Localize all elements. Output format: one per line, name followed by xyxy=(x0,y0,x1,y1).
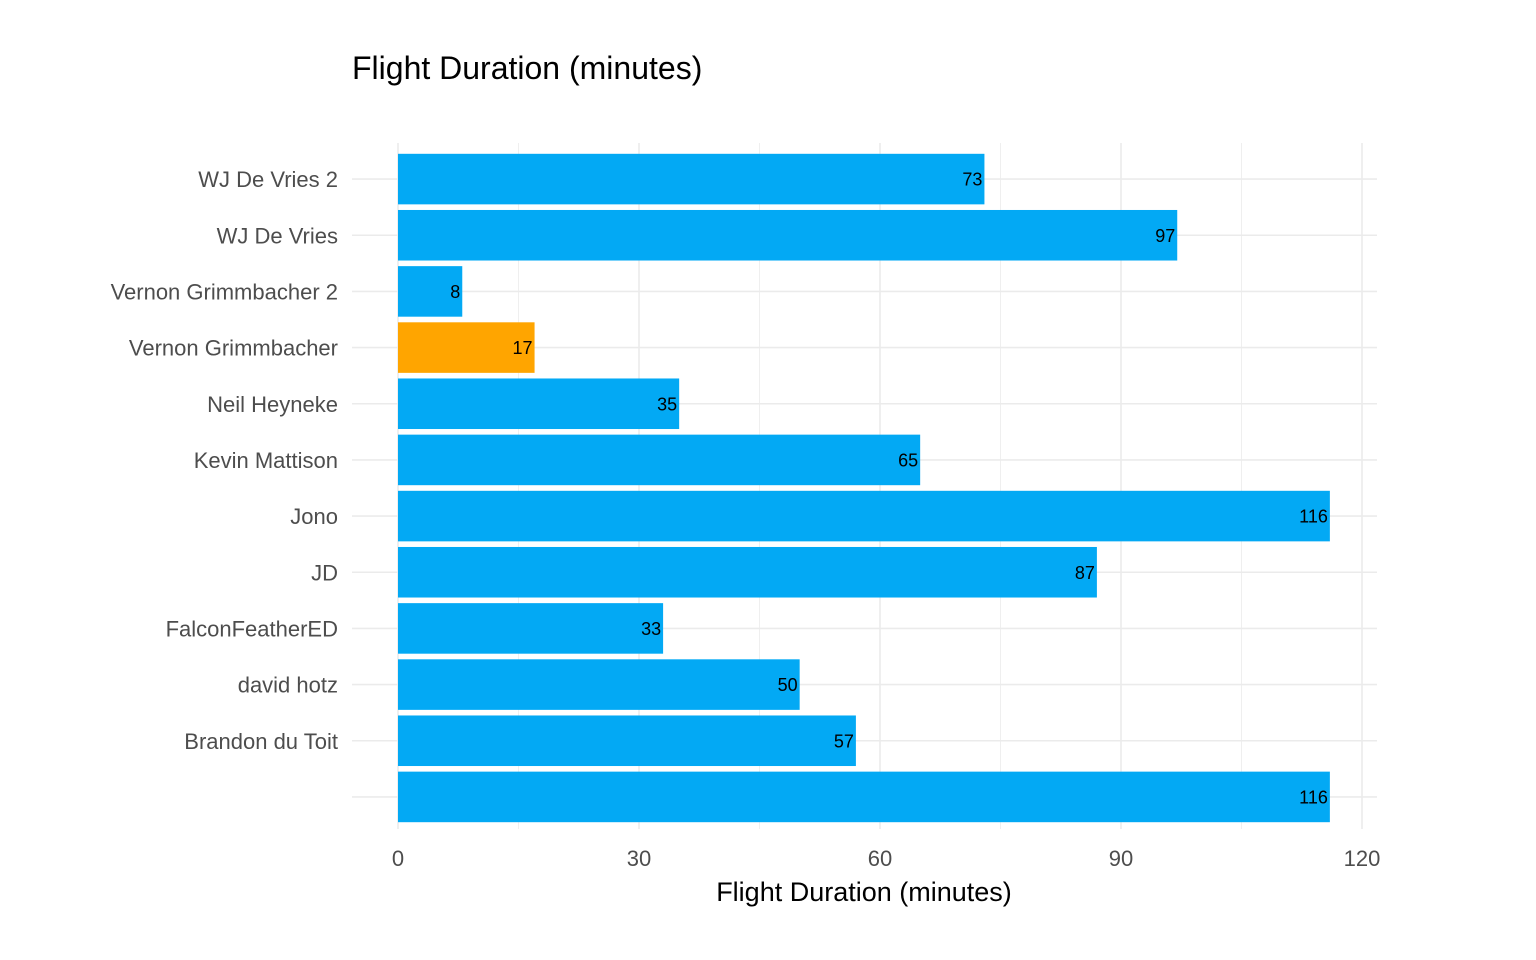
x-tick-labels: 0 30 60 90 120 xyxy=(392,846,1380,871)
bar xyxy=(398,378,680,430)
bar xyxy=(398,434,921,486)
bar-value-label: 87 xyxy=(1075,563,1095,583)
category-label: Jono xyxy=(290,504,338,529)
x-tick-label: 90 xyxy=(1109,846,1133,871)
bar-value-label: 73 xyxy=(962,170,982,190)
bar-value-label: 65 xyxy=(898,450,918,470)
bar xyxy=(398,209,1178,261)
bars xyxy=(398,153,1330,823)
bar xyxy=(398,659,800,710)
bar-value-label: 35 xyxy=(657,394,677,414)
category-label: WJ De Vries 2 xyxy=(198,167,338,192)
category-label: WJ De Vries xyxy=(217,223,338,248)
category-label: JD xyxy=(311,560,338,585)
bar-value-label: 116 xyxy=(1299,507,1328,527)
category-labels: WJ De Vries 2 WJ De Vries Vernon Grimmbach… xyxy=(111,167,338,754)
bar xyxy=(398,153,985,205)
x-tick-label: 0 xyxy=(392,846,404,871)
data-labels: 73 97 8 17 35 65 116 87 33 50 57 116 xyxy=(450,170,1328,808)
bar xyxy=(398,322,535,373)
category-label: Brandon du Toit xyxy=(184,729,338,754)
x-tick-label: 120 xyxy=(1344,846,1381,871)
x-tick-label: 60 xyxy=(868,846,892,871)
category-label: Vernon Grimmbacher 2 xyxy=(111,279,338,304)
bar xyxy=(398,715,856,767)
bar-value-label: 50 xyxy=(778,675,798,695)
bar xyxy=(398,603,664,654)
bar-value-label: 116 xyxy=(1299,787,1328,807)
x-axis-title: Flight Duration (minutes) xyxy=(716,877,1012,907)
bar-value-label: 8 xyxy=(450,282,460,302)
bar xyxy=(398,266,463,317)
category-label: Neil Heyneke xyxy=(207,392,338,417)
bar xyxy=(398,546,1097,598)
category-label: david hotz xyxy=(238,673,338,698)
bar xyxy=(398,771,1330,823)
x-tick-label: 30 xyxy=(627,846,651,871)
bar-value-label: 33 xyxy=(641,619,661,639)
bar-value-label: 57 xyxy=(834,731,854,751)
bar-value-label: 17 xyxy=(513,338,533,358)
category-label: Vernon Grimmbacher xyxy=(129,336,338,361)
bar-value-label: 97 xyxy=(1155,226,1175,246)
category-label: FalconFeatherED xyxy=(166,616,338,641)
chart-title: Flight Duration (minutes) xyxy=(352,50,703,86)
category-label: Kevin Mattison xyxy=(194,448,338,473)
bar xyxy=(398,490,1330,542)
